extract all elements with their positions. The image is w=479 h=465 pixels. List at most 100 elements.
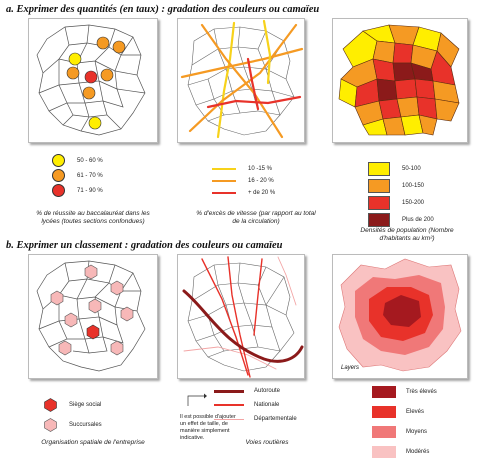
- line-swatch: [214, 404, 244, 406]
- legend-label: Siège social: [69, 402, 102, 408]
- density-region: [394, 78, 418, 100]
- legend-item: 16 - 20 %: [212, 178, 274, 184]
- line-swatch: [212, 168, 236, 170]
- hexagon-marker: [58, 340, 72, 356]
- road-line: [216, 21, 236, 139]
- density-region: [376, 78, 398, 102]
- hexagon-swatch: [44, 398, 57, 412]
- company-map-b1: [36, 260, 146, 372]
- legend-label: Elevés: [406, 409, 425, 415]
- line-swatch: [212, 180, 236, 182]
- legend-label: Plus de 200: [402, 217, 434, 223]
- section-b-title: b. Exprimer un classement : gradation de…: [6, 240, 283, 251]
- road-line: [188, 23, 298, 133]
- arrow-icon: [187, 393, 207, 406]
- hexagon-swatch: [44, 418, 57, 432]
- legend-label: Très élevés: [406, 389, 437, 395]
- caption-b1: Organisation spatiale de l'entreprise: [41, 439, 145, 446]
- caption-a2: % d'excès de vitesse (par rapport au tot…: [196, 210, 316, 225]
- panel-a3-map: [332, 18, 468, 143]
- layers-label: Layers: [341, 365, 360, 371]
- legend-item: 150-200: [368, 196, 424, 210]
- legend-label: Moyens: [406, 429, 428, 435]
- square-swatch: [368, 162, 390, 176]
- circle-marker: [100, 68, 114, 82]
- road-hierarchy-map-b2: [182, 256, 304, 378]
- legend-label: Autoroute: [254, 388, 281, 394]
- square-swatch: [372, 426, 396, 438]
- road-line: [182, 289, 304, 363]
- line-swatch: [212, 192, 236, 194]
- legend-label: Nationale: [254, 402, 280, 408]
- caption-a3: Densités de population (Nombre d'habitan…: [360, 227, 454, 242]
- hexagon-marker: [88, 298, 102, 314]
- panel-b2-map: [177, 254, 305, 379]
- road-line: [200, 23, 284, 139]
- density-map-a3: [338, 24, 460, 136]
- density-region: [414, 78, 436, 100]
- road-line: [180, 47, 304, 79]
- legend-label: 71 - 90 %: [77, 187, 103, 194]
- legend-item: 100-150: [368, 179, 424, 193]
- legend-label: 10 -15 %: [248, 166, 273, 172]
- circle-marker: [84, 70, 98, 84]
- road-line: [201, 258, 249, 376]
- density-region: [392, 42, 414, 64]
- legend-label: 61 - 70 %: [77, 172, 103, 179]
- roads-map-a2: [180, 19, 304, 139]
- circle-swatch: [52, 154, 65, 167]
- legend-a2: 10 -15 % 16 - 20 % + de 20 %: [212, 166, 312, 206]
- legend-item: Départementale: [214, 416, 297, 422]
- legend-item: 61 - 70 %: [52, 169, 103, 182]
- legend-label: 16 - 20 %: [248, 178, 274, 184]
- square-swatch: [368, 213, 390, 227]
- hexagon-marker: [64, 312, 78, 328]
- legend-label: Succursales: [69, 422, 102, 428]
- legend-item: Autoroute: [214, 388, 280, 394]
- circle-marker: [112, 40, 126, 54]
- square-swatch: [372, 446, 396, 458]
- legend-label: Départementale: [254, 416, 297, 422]
- legend-b3: Très élevés Elevés Moyens Modérés: [372, 386, 472, 462]
- legend-item: Siège social: [44, 398, 101, 412]
- road-line: [206, 95, 302, 109]
- density-region: [434, 98, 460, 122]
- hexagon-marker: [110, 340, 124, 356]
- legend-b2: Autoroute Nationale Départementale: [214, 388, 324, 432]
- legend-item: Elevés: [372, 406, 424, 418]
- circle-marker: [68, 52, 82, 66]
- circle-marker: [96, 36, 110, 50]
- legend-label: 50 - 60 %: [77, 157, 103, 164]
- density-region: [396, 96, 420, 118]
- legend-label: Modérés: [406, 449, 430, 455]
- legend-item: Modérés: [372, 446, 429, 458]
- road-line: [183, 346, 277, 370]
- section-a-title: a. Exprimer des quantités (en taux) : gr…: [6, 4, 320, 15]
- note-b2: Il est possible d'ajouter un effet de ta…: [180, 414, 236, 441]
- line-swatch: [214, 389, 244, 393]
- circle-swatch: [52, 169, 65, 182]
- road-line: [277, 256, 297, 306]
- caption-a1: % de réussite au baccalauréat dans les l…: [36, 210, 150, 225]
- legend-item: Succursales: [44, 418, 102, 432]
- hexagon-marker: [86, 324, 100, 340]
- density-region: [418, 114, 438, 136]
- circle-marker: [82, 86, 96, 100]
- hexagon-marker: [84, 264, 98, 280]
- square-swatch: [372, 406, 396, 418]
- communes-map-a1: [36, 24, 146, 136]
- road-line: [262, 19, 272, 85]
- road-line: [253, 258, 263, 336]
- panel-b1-map: [28, 254, 158, 379]
- circle-marker: [66, 66, 80, 80]
- hexagon-marker: [110, 280, 124, 296]
- circle-swatch: [52, 184, 65, 197]
- square-swatch: [372, 386, 396, 398]
- legend-item: + de 20 %: [212, 190, 275, 196]
- layer-tres-eleves: [383, 295, 421, 327]
- legend-item: 50-100: [368, 162, 421, 176]
- legend-label: 150-200: [402, 200, 425, 206]
- legend-item: 50 - 60 %: [52, 154, 103, 167]
- legend-item: Nationale: [214, 402, 279, 408]
- circle-marker: [88, 116, 102, 130]
